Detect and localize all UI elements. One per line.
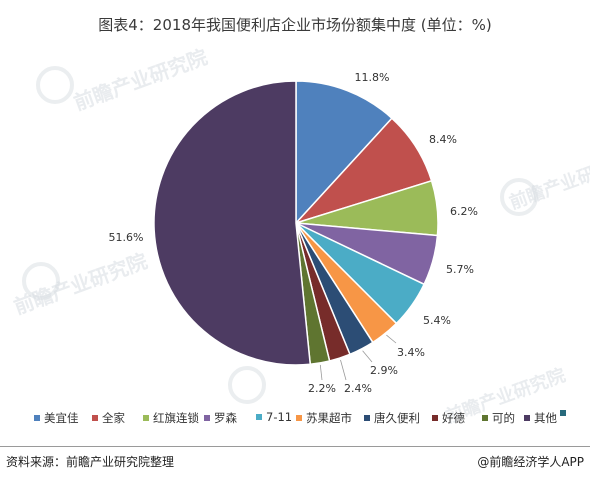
legend-label: 好德 <box>442 411 465 425</box>
source-note: 资料来源：前瞻产业研究院整理 <box>6 455 175 469</box>
legend-item-8: 好德 <box>432 410 465 426</box>
pie-slice-10 <box>153 80 312 366</box>
legend-item-10: 其他 <box>524 410 557 426</box>
data-label-10: 51.6% <box>109 231 144 244</box>
pie-slices <box>153 80 439 366</box>
chart-title: 图表4：2018年我国便利店企业市场份额集中度 (单位：%) <box>98 16 492 34</box>
pie-leader-lines <box>319 334 397 381</box>
data-label-1: 11.8% <box>355 71 390 84</box>
legend-swatch <box>560 410 566 416</box>
legend-item-11 <box>560 410 570 416</box>
data-label-2: 8.4% <box>429 133 457 146</box>
data-label-4: 5.7% <box>446 263 474 276</box>
data-label-7: 2.9% <box>370 364 398 377</box>
leader-line-6 <box>386 334 397 344</box>
data-label-5: 5.4% <box>423 314 451 327</box>
brand-credit: @前瞻经济学人APP <box>477 455 584 469</box>
data-label-3: 6.2% <box>450 205 478 218</box>
pie-data-labels: 11.8% 8.4% 6.2% 5.7% 5.4% 3.4% 2.9% 2.4% 2.2% 51.… <box>109 71 478 395</box>
legend-item-5: 7-11 <box>256 410 292 424</box>
data-label-6: 3.4% <box>397 346 425 359</box>
legend-item-7: 唐久便利 <box>364 410 420 426</box>
legend-swatch <box>296 415 302 421</box>
legend-swatch <box>92 415 98 421</box>
footer-divider <box>0 446 590 447</box>
legend-swatch <box>204 415 210 421</box>
leader-line-8 <box>340 359 347 381</box>
legend-swatch <box>143 415 149 421</box>
legend-label: 唐久便利 <box>374 411 420 425</box>
legend-swatch <box>432 415 438 421</box>
legend-label: 其他 <box>534 411 557 425</box>
pie-slice-1 <box>295 80 393 225</box>
legend-item-2: 全家 <box>92 410 125 426</box>
legend-swatch <box>256 414 262 420</box>
data-label-9: 2.2% <box>308 382 336 395</box>
legend-item-1: 美宜佳 <box>34 410 79 426</box>
legend-label: 红旗连锁 <box>153 411 199 425</box>
legend-label: 苏果超市 <box>306 411 352 425</box>
legend-item-4: 罗森 <box>204 410 237 426</box>
legend-swatch <box>364 415 370 421</box>
legend-swatch <box>524 415 530 421</box>
leader-line-9 <box>319 364 323 381</box>
legend-item-9: 可的 <box>482 410 515 426</box>
leader-line-7 <box>362 350 373 363</box>
chart-legend: 美宜佳 全家 红旗连锁 罗森 7-11 苏果超市 唐久便利 好德 可的 其他 <box>34 410 590 428</box>
legend-item-6: 苏果超市 <box>296 410 352 426</box>
legend-label: 7-11 <box>266 410 293 424</box>
legend-swatch <box>482 415 488 421</box>
legend-label: 可的 <box>492 411 515 425</box>
legend-item-3: 红旗连锁 <box>143 410 199 426</box>
data-label-8: 2.4% <box>344 382 372 395</box>
legend-swatch <box>34 415 40 421</box>
legend-label: 罗森 <box>214 411 237 425</box>
legend-label: 美宜佳 <box>44 411 79 425</box>
legend-label: 全家 <box>102 411 125 425</box>
